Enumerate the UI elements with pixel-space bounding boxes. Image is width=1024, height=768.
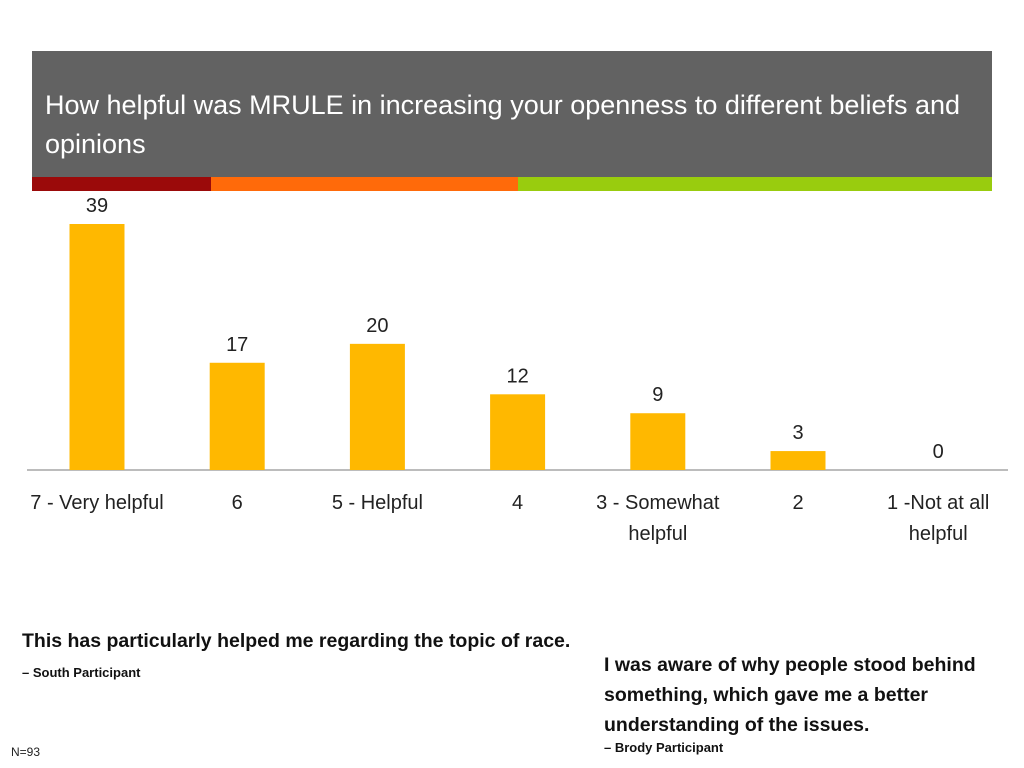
bar-value-label: 20 (366, 315, 388, 337)
accent-stripe-green (518, 177, 992, 191)
quote-brody: I was aware of why people stood behind s… (604, 650, 1014, 756)
quote-south-text: This has particularly helped me regardin… (22, 630, 571, 652)
bar (770, 451, 826, 470)
category-label: 1 -Not at all helpful (887, 492, 990, 545)
bar-value-label: 12 (506, 365, 528, 387)
slide-title: How helpful was MRULE in increasing your… (45, 90, 961, 159)
bar-value-label: 17 (226, 334, 248, 356)
bar (69, 224, 125, 470)
quote-south-attribution: – South Participant (22, 665, 141, 680)
category-label: 3 - Somewhat helpful (596, 492, 720, 545)
bar-chart: 39 17 20 12 9 3 0 (27, 195, 1008, 471)
category-label: 7 - Very helpful (30, 492, 164, 514)
bar (209, 362, 265, 470)
category-label: 4 (512, 492, 524, 514)
accent-stripe-orange (211, 177, 518, 191)
bar (349, 343, 405, 470)
category-label: 6 (231, 492, 243, 514)
bar (490, 394, 546, 470)
accent-stripe-red (32, 177, 211, 191)
category-label: 5 - Helpful (331, 492, 423, 514)
sample-size-note: N=93 (11, 745, 41, 759)
bar-value-label: 39 (86, 195, 108, 217)
bar-value-label: 0 (933, 441, 944, 463)
quote-brody-attribution: – Brody Participant (604, 740, 724, 755)
bar-value-label: 9 (652, 384, 663, 406)
title-banner: How helpful was MRULE in increasing your… (32, 51, 992, 177)
quote-brody-text: I was aware of why people stood behind s… (604, 654, 976, 736)
bar (630, 413, 686, 470)
category-label: 2 (792, 492, 804, 514)
bar-value-label: 3 (792, 422, 803, 444)
quote-south: This has particularly helped me regardin… (22, 626, 582, 688)
